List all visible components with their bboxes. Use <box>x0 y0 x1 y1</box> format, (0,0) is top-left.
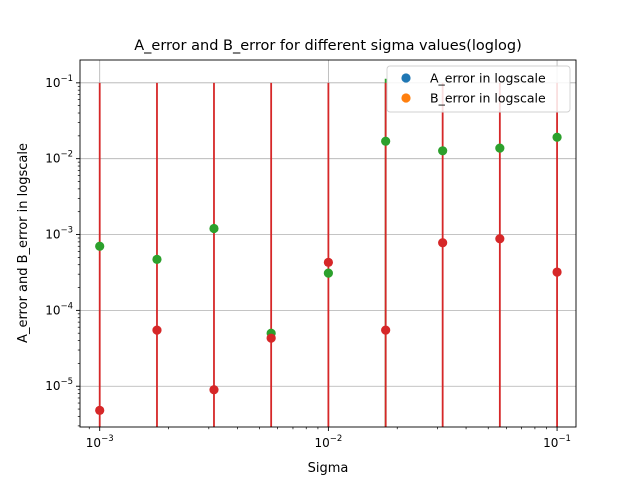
legend-marker <box>401 93 411 103</box>
legend: A_error in logscale B_error in logscale <box>386 65 571 113</box>
legend-box <box>386 65 571 113</box>
x-tick-label: 10−2 <box>314 434 342 450</box>
x-tick-label: 10−3 <box>86 434 114 450</box>
point-b <box>495 234 505 244</box>
legend-label: A_error in logscale <box>430 71 546 86</box>
point-a <box>552 132 562 142</box>
y-axis-label: A_error and B_error in logscale <box>16 143 31 343</box>
y-tick-label: 10−1 <box>45 74 73 90</box>
point-b <box>266 333 276 343</box>
point-b <box>438 238 448 248</box>
y-tick-label: 10−5 <box>45 377 73 393</box>
legend-label: B_error in logscale <box>430 91 546 106</box>
legend-marker <box>401 73 411 83</box>
point-b <box>323 257 333 267</box>
y-tick-label: 10−4 <box>45 301 73 317</box>
axes-layer: 10−3 10−2 10−1 10−5 10−4 10−3 10−2 10−1 <box>45 59 577 450</box>
x-axis-label: Sigma <box>308 461 349 476</box>
point-b <box>152 325 162 335</box>
point-b <box>552 267 562 277</box>
x-tick-label: 10−1 <box>543 434 571 450</box>
y-tick-label: 10−2 <box>45 150 73 166</box>
point-a <box>152 254 162 264</box>
point-b <box>209 385 219 395</box>
point-b <box>95 405 105 416</box>
point-a <box>495 143 505 153</box>
marker-layer <box>95 132 562 416</box>
point-a <box>209 223 219 234</box>
point-a <box>323 268 333 278</box>
y-tick-label: 10−3 <box>45 226 73 242</box>
point-a <box>438 146 448 156</box>
point-b <box>381 325 391 335</box>
point-a <box>95 241 105 251</box>
chart-title: A_error and B_error for different sigma … <box>134 38 522 54</box>
point-a <box>381 136 391 146</box>
